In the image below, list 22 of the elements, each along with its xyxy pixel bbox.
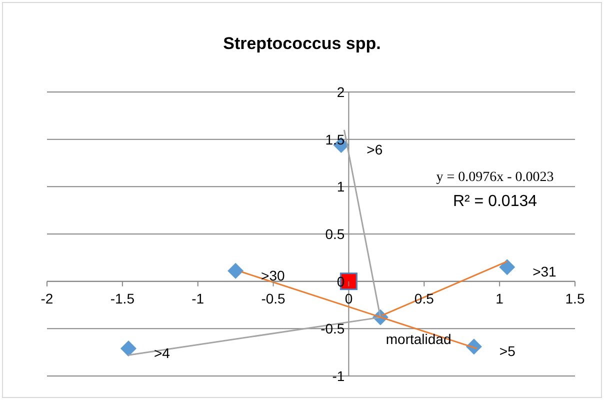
x-tick-label: -0.5: [261, 290, 286, 306]
annotation: R² = 0.0134: [452, 193, 538, 211]
chart-title: Streptococcus spp.: [222, 34, 382, 54]
data-label: >4: [154, 345, 170, 362]
y-tick-label: 0: [336, 273, 345, 290]
y-tick-label: 1: [336, 178, 345, 195]
y-tick-label: 2: [336, 84, 345, 100]
x-tick-label: -1.5: [110, 290, 135, 306]
data-label: >30: [261, 267, 286, 284]
x-tick-label: -1: [192, 290, 204, 306]
data-label: mortalidad: [386, 330, 452, 347]
x-tick-label: 1: [496, 290, 504, 306]
data-label: >5: [499, 343, 516, 360]
data-label: >31: [532, 264, 557, 280]
x-tick-label: -2: [40, 290, 54, 306]
annotation: y = 0.0976x - 0.0023: [435, 170, 555, 186]
y-tick-label: 1.5: [325, 131, 345, 148]
x-tick-label: 1.5: [565, 290, 585, 306]
y-tick-label: 0.5: [325, 226, 345, 242]
y-tick-label: -0.5: [320, 320, 345, 337]
y-tick-label: -1: [332, 368, 345, 384]
data-label: >6: [366, 142, 383, 158]
